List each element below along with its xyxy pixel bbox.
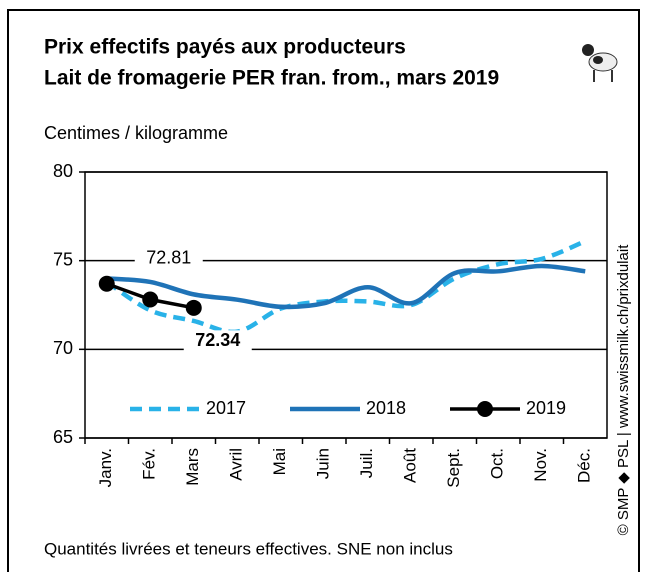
point [99, 276, 115, 292]
x-tick-label: Nov. [531, 448, 550, 482]
x-tick-label: Déc. [575, 448, 594, 483]
x-tick-label: Oct. [488, 448, 507, 479]
legend-label: 2017 [206, 398, 246, 418]
legend-label: 2019 [526, 398, 566, 418]
x-tick-label: Avril [227, 448, 246, 481]
x-tick-label: Juil. [357, 448, 376, 478]
x-tick-label: Mars [183, 448, 202, 486]
legend-marker [477, 401, 493, 417]
point [186, 300, 202, 316]
y-tick-label: 65 [53, 427, 73, 447]
chart-subtitle: Lait de fromagerie PER fran. from., mars… [44, 67, 499, 90]
source-note: © SMP ◆ PSL | www.swissmilk.ch/prixdulai… [615, 244, 632, 536]
x-tick-label: Sept. [444, 448, 463, 488]
x-tick-label: Mai [270, 448, 289, 475]
x-tick-label: Août [401, 448, 420, 483]
data-label: 72.34 [195, 330, 240, 350]
y-tick-label: 70 [53, 338, 73, 358]
y-tick-label: 80 [53, 161, 73, 181]
chart-title: Prix effectifs payés aux producteurs [44, 36, 406, 59]
y-tick-label: 75 [53, 249, 73, 269]
y-axis-label: Centimes / kilogramme [44, 123, 228, 143]
chart: Prix effectifs payés aux producteurs Lai… [0, 0, 647, 572]
x-tick-label: Juin [314, 448, 333, 479]
legend-label: 2018 [366, 398, 406, 418]
x-tick-label: Fév. [140, 448, 159, 480]
data-label: 72.81 [146, 247, 191, 267]
point [142, 292, 158, 308]
footnote: Quantités livrées et teneurs effectives.… [44, 539, 453, 558]
x-tick-label: Janv. [96, 448, 115, 487]
